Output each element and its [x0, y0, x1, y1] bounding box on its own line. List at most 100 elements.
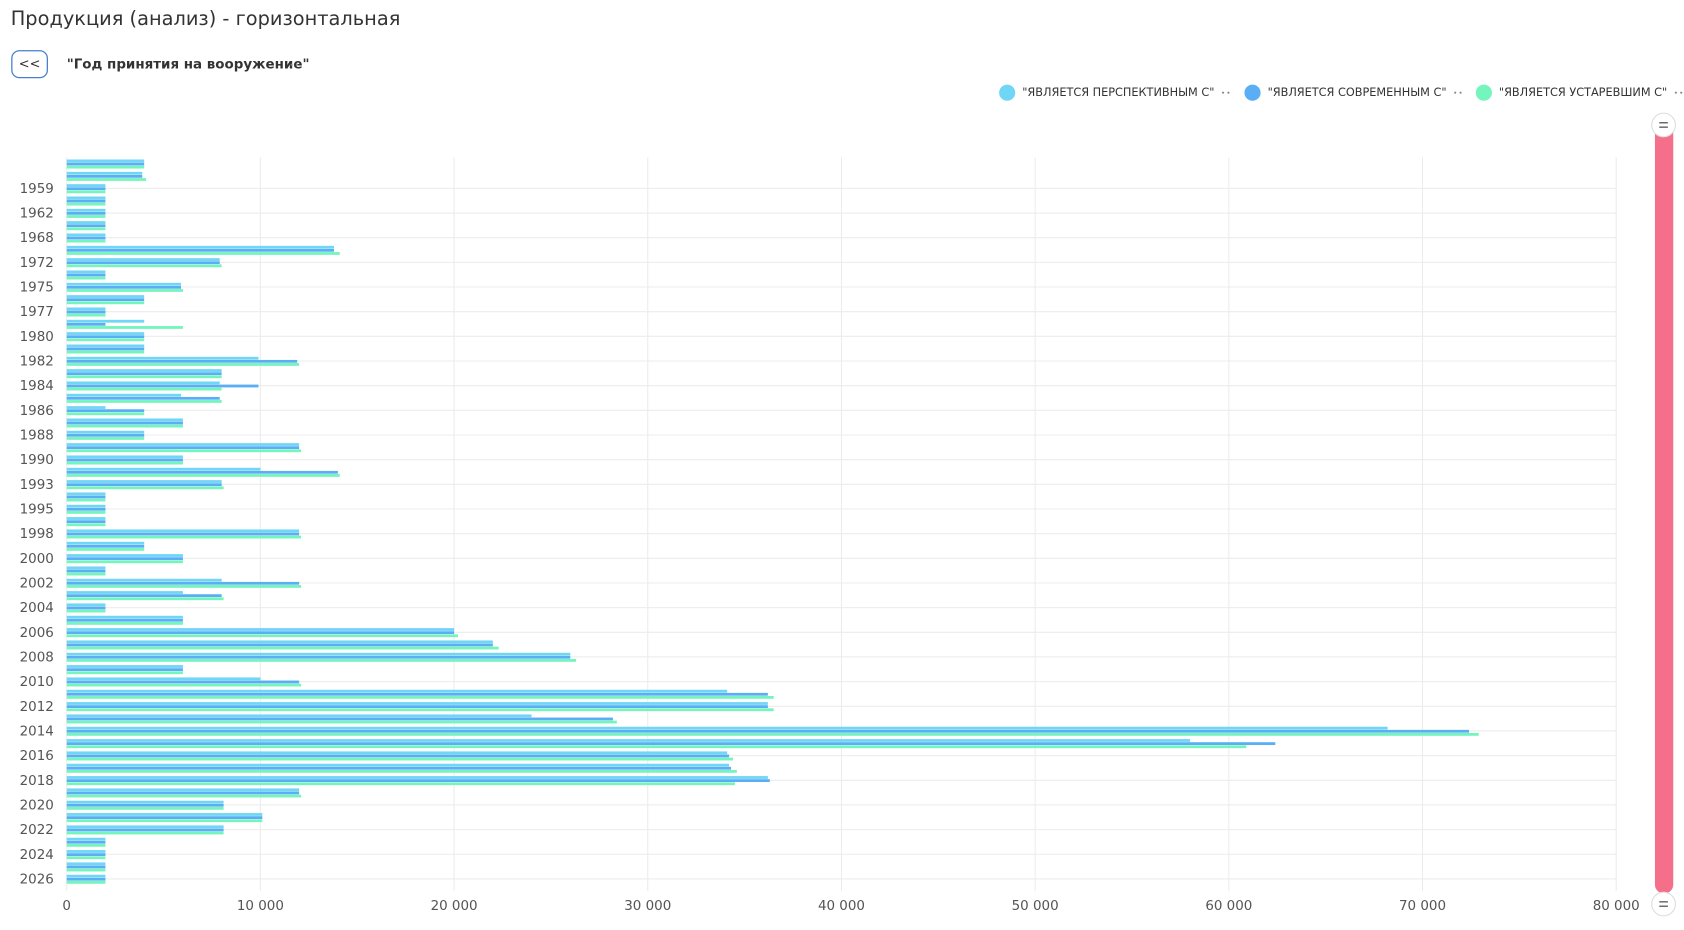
- bar: [66, 742, 1276, 746]
- bar: [66, 350, 145, 354]
- bar: [66, 680, 300, 684]
- filter-menu[interactable]: [290, 63, 299, 66]
- bar: [66, 732, 1479, 736]
- bar: [66, 717, 613, 721]
- bar: [66, 326, 183, 329]
- bar: [66, 689, 728, 693]
- y-tick-label: 2018: [20, 774, 54, 789]
- bar: [66, 483, 222, 487]
- bar: [66, 424, 183, 428]
- bar: [66, 776, 768, 779]
- legend-menu-dot: [1227, 91, 1230, 94]
- y-tick-label: 1968: [20, 231, 54, 246]
- bar: [66, 162, 145, 166]
- bar: [66, 190, 106, 194]
- bar: [66, 652, 571, 656]
- x-tick-label: 80 000: [1593, 899, 1640, 914]
- bar: [66, 544, 145, 548]
- bar: [66, 548, 145, 551]
- bar: [66, 840, 106, 844]
- scroll-handle-top[interactable]: [1651, 112, 1676, 138]
- x-tick-label: 20 000: [431, 899, 478, 914]
- back-button[interactable]: [11, 50, 48, 79]
- bar: [66, 640, 493, 644]
- bar: [66, 492, 106, 496]
- bar: [66, 467, 261, 471]
- bar: [66, 671, 183, 675]
- bar: [66, 665, 183, 668]
- bar: [66, 591, 183, 594]
- bar: [66, 594, 222, 598]
- bar: [66, 754, 730, 758]
- bar: [66, 757, 733, 761]
- bar: [66, 400, 222, 403]
- bar: [66, 433, 145, 437]
- bar: [66, 184, 106, 187]
- y-tick-label: 2024: [20, 848, 54, 863]
- bar: [66, 554, 183, 557]
- bar: [66, 381, 220, 385]
- y-tick-label: 2020: [20, 798, 54, 813]
- y-tick-label: 2012: [20, 700, 54, 715]
- bar: [66, 868, 106, 872]
- legend-menu-dot: [1674, 91, 1677, 94]
- y-tick-label: 2016: [20, 749, 54, 764]
- bar: [66, 668, 183, 672]
- bar: [66, 486, 224, 490]
- bar: [66, 461, 183, 465]
- bar: [66, 449, 302, 453]
- bar: [66, 523, 106, 527]
- back-button-label[interactable]: <<: [19, 57, 41, 72]
- bar: [66, 224, 106, 228]
- bar: [66, 446, 300, 450]
- bar: [66, 458, 183, 462]
- legend-swatch: [999, 84, 1016, 101]
- legend-menu-dot: [1680, 91, 1683, 94]
- y-tick-label: 1995: [20, 503, 54, 518]
- bar: [66, 769, 737, 773]
- bar: [66, 236, 106, 240]
- y-tick-label: 2010: [20, 675, 54, 690]
- bar: [66, 843, 106, 847]
- y-tick-label: 1975: [20, 281, 54, 296]
- bar: [66, 245, 335, 249]
- bar: [66, 622, 183, 625]
- y-tick-label: 2006: [20, 626, 54, 641]
- bar: [66, 474, 340, 477]
- bar: [66, 853, 106, 856]
- bar: [66, 659, 577, 662]
- bar: [66, 763, 730, 767]
- bar: [66, 165, 145, 169]
- bar: [66, 289, 183, 292]
- legend-label: "ЯВЛЯЕТСЯ СОВРЕМЕННЫМ С": [1268, 86, 1447, 99]
- bar: [66, 347, 145, 351]
- y-tick-label: 1986: [20, 404, 54, 419]
- bar: [66, 227, 106, 231]
- bar: [66, 372, 222, 376]
- scrollbar[interactable]: [1654, 123, 1674, 894]
- bar: [66, 800, 224, 804]
- bar: [66, 270, 106, 274]
- bar: [66, 794, 302, 798]
- bar: [66, 363, 300, 366]
- x-tick-label: 30 000: [624, 899, 671, 914]
- bar: [66, 566, 106, 570]
- y-tick-label: 1990: [20, 453, 54, 468]
- y-tick-label: 1962: [20, 207, 54, 222]
- bar: [66, 252, 340, 255]
- y-tick-label: 1972: [20, 256, 54, 271]
- bar: [66, 495, 106, 499]
- bar: [66, 199, 106, 203]
- bar: [66, 643, 493, 647]
- bar: [66, 628, 455, 631]
- bar: [66, 729, 1470, 733]
- legend-swatch: [1244, 84, 1261, 101]
- bar: [66, 301, 145, 305]
- bar: [66, 581, 300, 585]
- bar: [66, 498, 106, 502]
- y-tick-label: 2008: [20, 651, 54, 666]
- scroll-handle-bottom[interactable]: [1651, 891, 1676, 917]
- bar: [66, 174, 143, 178]
- legend-label: "ЯВЛЯЕТСЯ ПЕРСПЕКТИВНЫМ С": [1022, 86, 1214, 99]
